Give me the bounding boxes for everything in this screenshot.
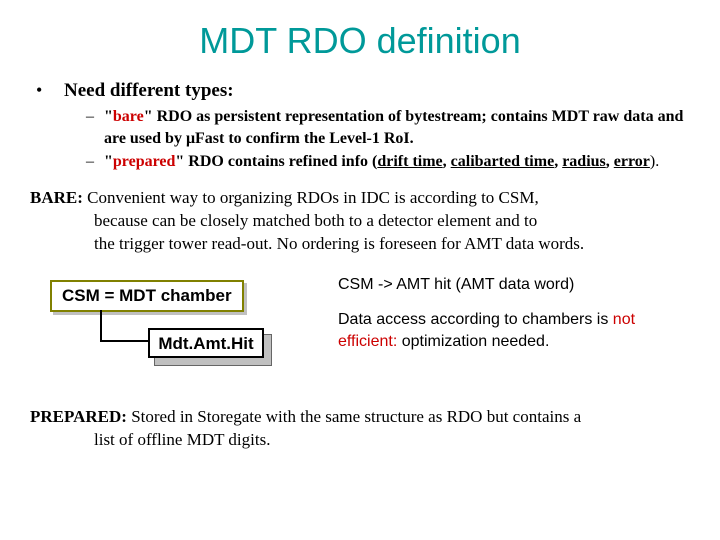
- bare-label: BARE:: [30, 188, 83, 207]
- sub1-rest: " RDO as persistent representation of by…: [104, 108, 683, 147]
- bare-word: bare: [113, 108, 144, 125]
- dash-marker: –: [86, 151, 104, 173]
- sub-list: – "bare" RDO as persistent representatio…: [86, 106, 690, 173]
- diagram-row: CSM = MDT chamber Mdt.Amt.Hit CSM -> AMT…: [30, 274, 690, 384]
- connector-vertical: [100, 310, 102, 342]
- prepared-label: PREPARED:: [30, 407, 127, 426]
- connector-horizontal: [100, 340, 148, 342]
- right-column: CSM -> AMT hit (AMT data word) Data acce…: [330, 274, 690, 353]
- prep-line2: list of offline MDT digits.: [30, 429, 690, 452]
- csm-box: CSM = MDT chamber: [50, 280, 244, 312]
- bare-line3: the trigger tower read-out. No ordering …: [30, 233, 690, 256]
- data-access-text: Data access according to chambers is not…: [338, 309, 690, 352]
- bare-line1: Convenient way to organizing RDOs in IDC…: [83, 188, 539, 207]
- main-bullet: • Need different types:: [30, 80, 690, 102]
- prep-line1: Stored in Storegate with the same struct…: [127, 407, 581, 426]
- sub-item-bare-text: "bare" RDO as persistent representation …: [104, 106, 690, 149]
- bullet-marker: •: [30, 80, 64, 101]
- amt-box: Mdt.Amt.Hit: [148, 328, 264, 358]
- sub-item-prepared: – "prepared" RDO contains refined info (…: [86, 151, 690, 173]
- csm-amt-hit-text: CSM -> AMT hit (AMT data word): [338, 274, 690, 296]
- dash-marker: –: [86, 106, 104, 128]
- diagram: CSM = MDT chamber Mdt.Amt.Hit: [30, 274, 330, 384]
- bare-line2: because can be closely matched both to a…: [30, 210, 690, 233]
- page-title: MDT RDO definition: [30, 20, 690, 62]
- bare-paragraph: BARE: Convenient way to organizing RDOs …: [30, 187, 690, 256]
- prepared-word: prepared: [113, 153, 176, 170]
- sub-item-prepared-text: "prepared" RDO contains refined info (dr…: [104, 151, 659, 173]
- sub-item-bare: – "bare" RDO as persistent representatio…: [86, 106, 690, 149]
- bullet-heading: Need different types:: [64, 80, 234, 102]
- prepared-paragraph: PREPARED: Stored in Storegate with the s…: [30, 406, 690, 452]
